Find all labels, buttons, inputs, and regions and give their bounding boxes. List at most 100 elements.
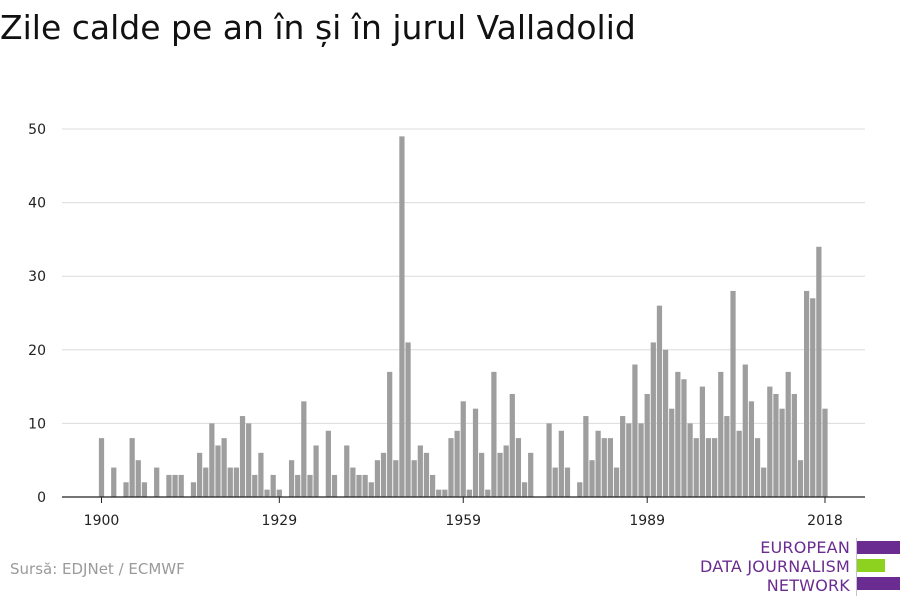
x-tick-label: 1900 [84, 513, 120, 529]
bar [356, 474, 362, 497]
bar [656, 305, 663, 497]
bar [154, 467, 160, 497]
bar [662, 349, 669, 497]
bar [301, 401, 307, 497]
bar [816, 246, 822, 497]
bar [429, 474, 436, 497]
bar [448, 438, 454, 497]
y-tick-label: 0 [37, 490, 46, 506]
bar [718, 371, 724, 497]
bar [681, 379, 687, 497]
bar [785, 371, 791, 497]
bar [705, 438, 712, 497]
bar [417, 445, 423, 497]
bar [264, 489, 270, 497]
bar [239, 416, 246, 497]
bar [589, 460, 595, 497]
x-tick-label: 1929 [261, 513, 297, 529]
bar [325, 430, 331, 497]
bar [172, 474, 178, 497]
chart-title: Zile calde pe an în și în jurul Valladol… [0, 8, 636, 47]
bar [564, 467, 571, 497]
bar [742, 364, 748, 497]
logo-purple-bar [857, 577, 900, 590]
bar [472, 408, 479, 497]
bar [387, 371, 393, 497]
bar [650, 342, 656, 497]
bar [141, 482, 148, 497]
bar [380, 452, 387, 497]
bar [399, 136, 405, 498]
logo-text-line: DATA JOURNALISM [700, 557, 850, 576]
bar [393, 460, 399, 497]
bar [209, 423, 215, 497]
bar [791, 393, 797, 497]
bar [350, 467, 356, 497]
bar [748, 401, 755, 497]
bar [558, 430, 564, 497]
bar [374, 460, 381, 497]
bar [485, 489, 491, 497]
bar [252, 474, 258, 497]
logo-text-line: NETWORK [766, 576, 850, 595]
bar [607, 438, 614, 497]
bar [270, 474, 276, 497]
bar [712, 438, 718, 497]
bar [724, 416, 730, 497]
bar [227, 467, 233, 497]
y-tick-label: 10 [28, 416, 46, 432]
bar [423, 452, 430, 497]
bar [436, 489, 442, 497]
bar [601, 438, 607, 497]
bar [736, 430, 742, 497]
bar [368, 482, 374, 497]
source-note: Sursă: EDJNet / ECMWF [10, 560, 185, 578]
x-tick-label: 2018 [807, 513, 843, 529]
bar [442, 489, 448, 497]
bar [331, 474, 338, 497]
bar [767, 386, 773, 497]
bar [246, 423, 252, 497]
bar [822, 408, 828, 497]
bar [288, 460, 295, 497]
bars [98, 136, 828, 498]
logo-green-bar [857, 559, 885, 572]
bar [754, 438, 761, 497]
bar [577, 482, 583, 497]
bar [779, 408, 785, 497]
bar [528, 452, 534, 497]
bar [233, 467, 239, 497]
bar [797, 460, 804, 497]
bar [595, 430, 601, 497]
bar [546, 423, 552, 497]
y-tick-label: 30 [28, 269, 46, 285]
bar [295, 474, 301, 497]
bar [460, 401, 466, 497]
bar [454, 430, 460, 497]
bar [362, 474, 368, 497]
bar [521, 482, 528, 497]
bar [178, 474, 184, 497]
bar [515, 438, 522, 497]
bar [479, 452, 485, 497]
bar [626, 423, 632, 497]
logo-text-line: EUROPEAN [760, 538, 850, 557]
bar [405, 342, 411, 497]
logo-purple-bar [857, 541, 900, 554]
logo-divider [856, 538, 857, 596]
bar [638, 423, 644, 497]
bar [258, 452, 264, 497]
bar [276, 489, 282, 497]
bar [552, 467, 558, 497]
bar [196, 452, 203, 497]
bar [344, 445, 350, 497]
bar [699, 386, 705, 497]
bar [215, 445, 221, 497]
bar [810, 298, 816, 497]
bar [632, 364, 638, 497]
bar [509, 393, 515, 497]
bar [221, 438, 227, 497]
bar [583, 416, 589, 497]
bar [730, 290, 736, 497]
